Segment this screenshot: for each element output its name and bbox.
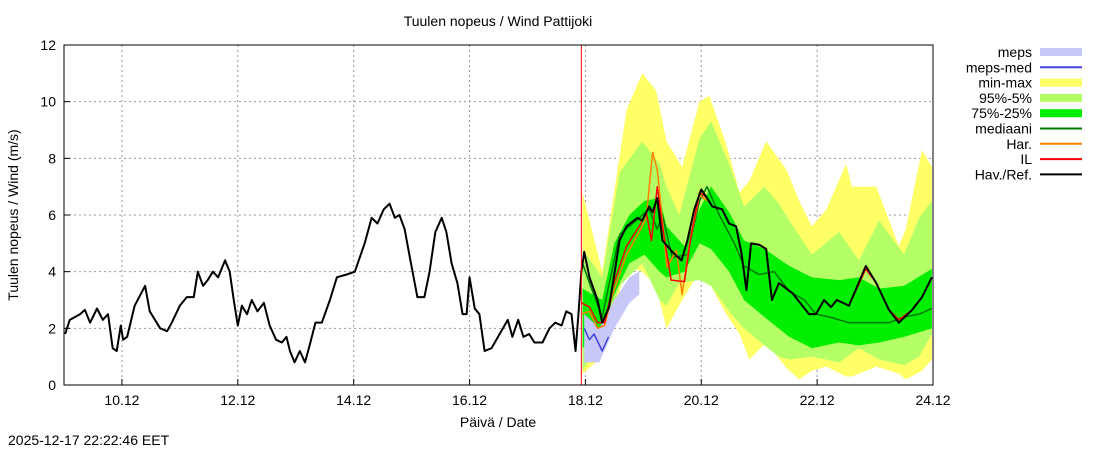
y-tick-label: 4 <box>48 264 56 280</box>
y-tick-label: 6 <box>48 207 56 223</box>
legend-label: mediaani <box>975 121 1032 137</box>
legend-label: Har. <box>1006 136 1032 152</box>
y-tick-label: 10 <box>40 94 56 110</box>
plot-frame <box>63 44 934 386</box>
x-tick-label: 22.12 <box>800 392 835 408</box>
y-tick-label: 2 <box>48 320 56 336</box>
y-axis-label: Tuulen nopeus / Wind (m/s) <box>5 129 21 300</box>
x-tick-label: 24.12 <box>915 392 950 408</box>
legend-label: Hav./Ref. <box>975 166 1032 182</box>
y-tick-label: 12 <box>40 37 56 53</box>
band-meps <box>584 271 640 363</box>
legend-swatch <box>1040 78 1082 87</box>
x-tick-label: 14.12 <box>336 392 371 408</box>
series-mediaani <box>581 185 933 324</box>
x-tick-label: 16.12 <box>452 392 487 408</box>
series-hav-ref- <box>64 188 933 364</box>
x-tick-label: 12.12 <box>220 392 255 408</box>
x-tick-label: 20.12 <box>684 392 719 408</box>
series-meps-med <box>583 328 610 352</box>
legend-label: min-max <box>978 75 1032 91</box>
series-lines <box>64 45 933 385</box>
timestamp: 2025-12-17 22:22:46 EET <box>8 432 170 448</box>
y-tick-label: 8 <box>48 150 56 166</box>
legend: mepsmeps-medmin-max95%-5%75%-25%mediaani… <box>966 44 1082 182</box>
legend-label: 75%-25% <box>971 105 1032 121</box>
legend-label: meps <box>998 44 1032 60</box>
x-tick-label: 18.12 <box>568 392 603 408</box>
x-axis-label: Päivä / Date <box>460 414 536 430</box>
chart-title: Tuulen nopeus / Wind Pattijoki <box>404 13 593 29</box>
legend-label: IL <box>1020 151 1032 167</box>
legend-swatch <box>1040 48 1082 56</box>
bands <box>582 73 932 380</box>
legend-swatch <box>1040 93 1082 102</box>
x-tick-label: 10.12 <box>104 392 139 408</box>
legend-label: 95%-5% <box>979 90 1032 106</box>
legend-label: meps-med <box>966 59 1032 75</box>
y-tick-label: 0 <box>48 377 56 393</box>
band-75-25- <box>582 186 932 349</box>
axes: 0 2 4 6 8 10 12 10.12 12.12 14.12 16.12 18.12 20.12 2… <box>40 37 950 408</box>
legend-swatch <box>1040 109 1082 118</box>
